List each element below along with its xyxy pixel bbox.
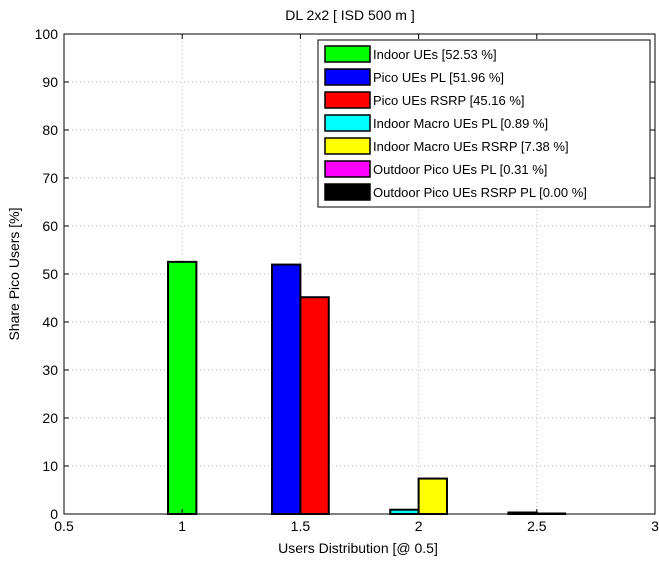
y-tick-label: 0 [50, 506, 58, 522]
legend-swatch [324, 91, 371, 109]
bar-series-4 [389, 508, 420, 515]
y-tick-label: 100 [35, 26, 59, 42]
y-axis-title: Share Pico Users [%] [6, 207, 22, 340]
y-tick-label: 70 [42, 170, 58, 186]
legend-entry-label: Indoor Macro UEs RSRP [7.38 %] [373, 139, 569, 154]
bar-series-2 [271, 263, 302, 516]
legend-entry-label: Pico UEs PL [51.96 %] [373, 70, 504, 85]
x-tick-label: 0.5 [54, 518, 74, 534]
y-tick-label: 20 [42, 410, 58, 426]
legend-entry-label: Indoor Macro UEs PL [0.89 %] [373, 116, 548, 131]
y-tick-label: 50 [42, 266, 58, 282]
x-tick-label: 2.5 [527, 518, 547, 534]
legend-swatch [324, 45, 371, 63]
bar-series-1 [167, 260, 198, 515]
legend-swatch [324, 160, 371, 178]
x-tick-label: 1 [178, 518, 186, 534]
legend-swatch [324, 114, 371, 132]
chart-title: DL 2x2 [ ISD 500 m ] [285, 7, 414, 23]
y-tick-label: 30 [42, 362, 58, 378]
x-tick-label: 2 [415, 518, 423, 534]
x-axis-title: Users Distribution [@ 0.5] [278, 540, 438, 556]
legend-entry-label: Pico UEs RSRP [45.16 %] [373, 93, 525, 108]
y-tick-label: 10 [42, 458, 58, 474]
x-tick-label: 1.5 [291, 518, 311, 534]
legend-swatch [324, 68, 371, 86]
legend-entry-label: Outdoor Pico UEs PL [0.31 %] [373, 162, 547, 177]
bar-series-3 [299, 296, 330, 515]
y-tick-label: 90 [42, 74, 58, 90]
y-tick-label: 60 [42, 218, 58, 234]
x-tick-label: 3 [651, 518, 659, 534]
legend-entry-label: Outdoor Pico UEs RSRP PL [0.00 %] [373, 185, 587, 200]
legend: Indoor UEs [52.53 %] Pico UEs PL [51.96 %… [317, 39, 651, 208]
y-tick-label: 80 [42, 122, 58, 138]
bar-series-5 [417, 477, 448, 515]
legend-box [317, 39, 651, 208]
legend-swatch [324, 137, 371, 155]
y-tick-label: 40 [42, 314, 58, 330]
legend-swatch [324, 183, 371, 201]
legend-entry-label: Indoor UEs [52.53 %] [373, 47, 497, 62]
